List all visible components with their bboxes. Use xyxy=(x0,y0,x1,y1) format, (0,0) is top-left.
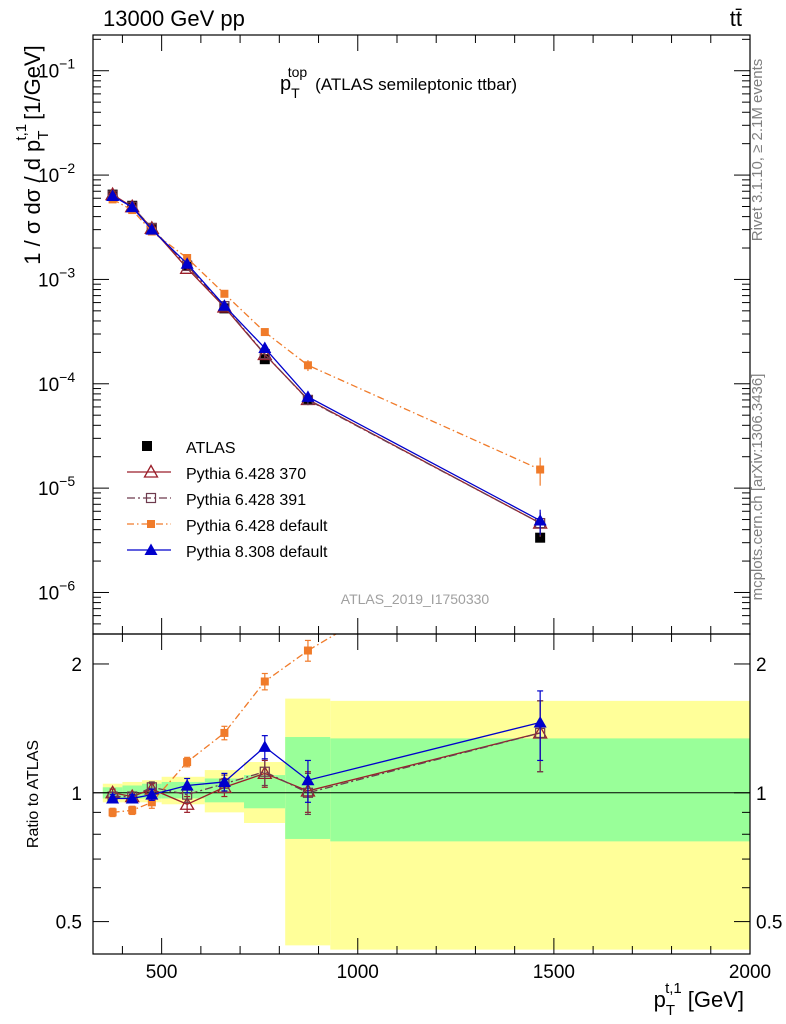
y-tick-label-0: 10−1 xyxy=(38,56,75,83)
ratio-point-3-6 xyxy=(301,773,315,786)
axes: 500 1000 1500 2000 10−1 10−2 10−3 10−4 10−5 10−6 0… xyxy=(38,34,782,983)
y-tick-label-4: 10−5 xyxy=(38,473,75,500)
x-axis-label: pTt,1 [GeV] xyxy=(654,980,744,1019)
legend-marker-3 xyxy=(144,543,158,555)
x-tick-label-1500: 1500 xyxy=(533,962,575,983)
series-line-3 xyxy=(112,195,541,522)
legend-marker-data xyxy=(142,441,152,451)
ratio-tick-label-left-0: 0.5 xyxy=(56,913,82,934)
y-tick-label-3: 10−4 xyxy=(38,369,75,396)
ratio-point-2-1 xyxy=(128,806,137,815)
legend-label-1: Pythia 6.428 391 xyxy=(186,492,306,509)
point-2-6 xyxy=(303,361,312,370)
ratio-point-2-0 xyxy=(108,808,117,817)
plot-title: pTtop(ATLAS semileptonic ttbar) xyxy=(280,64,517,101)
ratio-y-axis-label: Ratio to ATLAS xyxy=(25,740,42,848)
ratio-point-2-6 xyxy=(303,646,312,655)
analysis-label: ATLAS_2019_I1750330 xyxy=(341,591,490,607)
main-plot-area xyxy=(104,186,548,543)
ratio-point-1-5 xyxy=(259,766,270,777)
ratio-point-0-3 xyxy=(179,796,195,810)
point-2-7 xyxy=(536,465,545,474)
legend-label-3: Pythia 8.308 default xyxy=(186,544,328,561)
ratio-series-line-2 xyxy=(112,634,338,814)
ratio-point-3-7 xyxy=(533,715,547,728)
legend-marker-0 xyxy=(143,464,159,478)
legend: ATLAS Pythia 6.428 370 Pythia 6.428 391 Pyt… xyxy=(127,440,328,561)
point-3-6 xyxy=(301,390,315,402)
ratio-point-3-5 xyxy=(258,740,272,752)
x-tick-label-1000: 1000 xyxy=(337,962,379,983)
ratio-point-3-2 xyxy=(145,788,159,800)
series-line-0 xyxy=(112,194,541,524)
legend-label-2: Pythia 6.428 default xyxy=(186,518,328,535)
data-point-7 xyxy=(535,532,546,543)
point-3-3 xyxy=(180,257,194,269)
legend-label-data: ATLAS xyxy=(186,440,236,457)
point-3-7 xyxy=(533,514,547,526)
x-tick-label-2000: 2000 xyxy=(729,962,771,983)
y-tick-label-5: 10−6 xyxy=(38,577,75,604)
header-left: 13000 GeV pp xyxy=(103,6,245,31)
ratio-point-3-3 xyxy=(180,778,194,791)
ratio-plot-area xyxy=(93,634,750,950)
point-3-5 xyxy=(258,341,272,354)
ratio-point-3-1 xyxy=(125,791,139,804)
point-3-0 xyxy=(106,189,120,201)
y-tick-label-2: 10−3 xyxy=(38,264,75,291)
x-tick-label-500: 500 xyxy=(146,962,178,983)
point-3-2 xyxy=(145,223,159,235)
mcplots-label: mcplots.cern.ch [arXiv:1306.3436] xyxy=(749,374,766,601)
ratio-tick-label-right-1: 1 xyxy=(756,784,767,805)
legend-label-0: Pythia 6.428 370 xyxy=(186,466,306,483)
ratio-series-line-1 xyxy=(112,732,541,798)
point-3-1 xyxy=(125,200,139,213)
legend-marker-1 xyxy=(145,492,157,504)
ratio-tick-label-left-1: 1 xyxy=(71,784,82,805)
ratio-frame xyxy=(92,633,751,955)
ratio-point-2-2 xyxy=(147,798,156,807)
ratio-tick-label-left-2: 2 xyxy=(71,655,82,676)
series-line-2 xyxy=(112,198,541,471)
y-tick-label-1: 10−2 xyxy=(38,160,75,187)
y-axis-label: 1 / σ dσ / d pTt,1[1/GeV] xyxy=(13,45,52,264)
ratio-point-3-4 xyxy=(217,775,231,787)
ratio-point-2-3 xyxy=(183,758,192,767)
point-0-5 xyxy=(257,346,273,361)
header-right: tt̄ xyxy=(730,6,742,31)
point-2-4 xyxy=(220,289,229,298)
legend-marker-2 xyxy=(147,520,155,528)
point-3-4 xyxy=(217,299,231,311)
ratio-tick-label-right-0: 0.5 xyxy=(756,913,782,934)
ratio-point-3-0 xyxy=(106,791,120,804)
ratio-point-2-4 xyxy=(220,728,229,737)
ratio-point-2-5 xyxy=(260,677,269,686)
ratio-tick-label-right-2: 2 xyxy=(756,655,767,676)
point-2-5 xyxy=(260,328,269,337)
rivet-label: Rivet 3.1.10, ≥ 2.1M events xyxy=(749,59,766,242)
series-line-1 xyxy=(112,194,541,524)
